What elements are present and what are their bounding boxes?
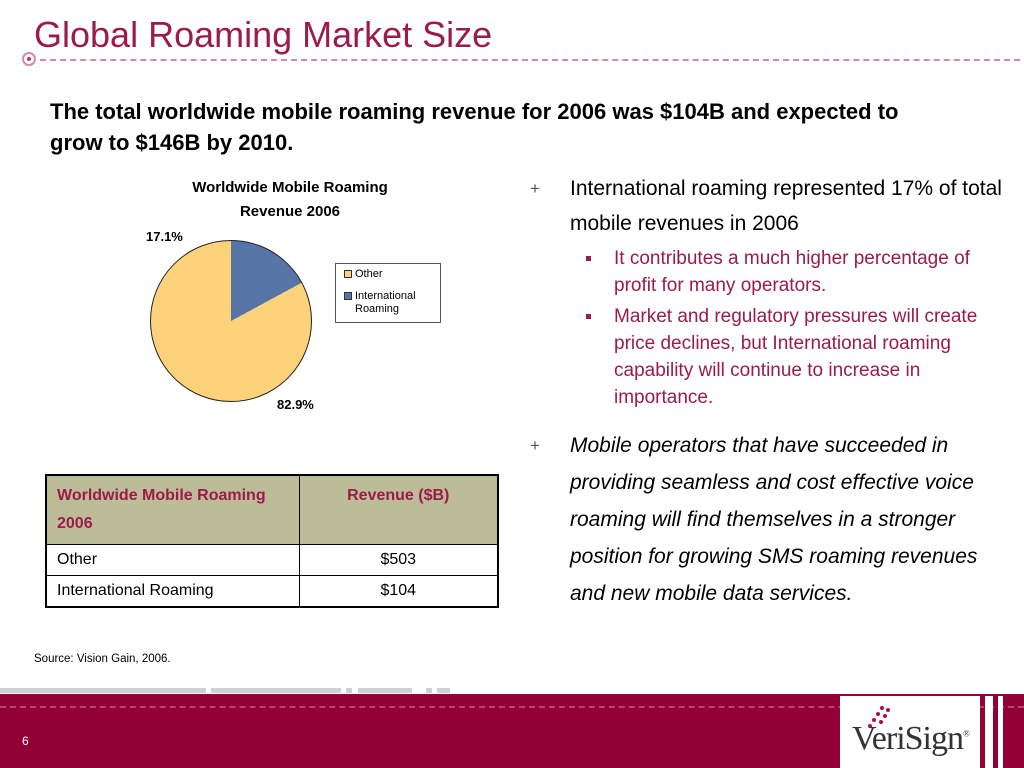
- legend-label-international: International Roaming: [355, 290, 416, 315]
- table-cell: International Roaming: [45, 575, 300, 608]
- bullet-item: + Mobile operators that have succeeded i…: [530, 427, 1010, 612]
- decorative-stripe: [0, 688, 206, 693]
- footer-bar: 6 VeriSign®: [0, 694, 1024, 768]
- verisign-logo: VeriSign®: [840, 696, 980, 768]
- square-bullet-icon: [586, 256, 591, 261]
- legend-item-international: International Roaming: [344, 290, 432, 316]
- decorative-stripe: [346, 688, 352, 693]
- table-header-cell: Revenue ($B): [298, 474, 499, 545]
- table-cell: $104: [298, 575, 499, 608]
- pie-label-international: 17.1%: [146, 229, 183, 244]
- pie-label-other: 82.9%: [277, 397, 314, 412]
- bullet-text: Mobile operators that have succeeded in …: [570, 434, 978, 605]
- decorative-stripe: [211, 688, 341, 693]
- bullet-item: + International roaming represented 17% …: [530, 171, 1010, 241]
- title-divider: [40, 59, 1020, 61]
- decorative-stripe: [426, 688, 432, 693]
- chart-title-line2: Revenue 2006: [239, 203, 341, 220]
- sub-bullet-item: Market and regulatory pressures will cre…: [530, 303, 1010, 411]
- chart-title: Worldwide Mobile Roaming Revenue 2006: [150, 176, 430, 224]
- footer-divider: [0, 706, 1024, 708]
- title-bullet-icon: [22, 52, 36, 66]
- table-row: Other $503: [45, 544, 499, 576]
- table-header-row: Worldwide Mobile Roaming 2006 Revenue ($…: [45, 474, 499, 545]
- decorative-stripe: [437, 688, 450, 693]
- bullet-list: + International roaming represented 17% …: [530, 171, 1010, 612]
- legend-swatch-other: [344, 270, 352, 278]
- pie-chart: [150, 240, 312, 402]
- decorative-stripe: [358, 688, 412, 693]
- sub-bullet-text: Market and regulatory pressures will cre…: [614, 306, 978, 408]
- logo-dots-icon: [868, 706, 892, 728]
- revenue-table: Worldwide Mobile Roaming 2006 Revenue ($…: [45, 474, 499, 608]
- bullet-text: International roaming represented 17% of…: [570, 177, 1002, 235]
- table-header-cell: Worldwide Mobile Roaming 2006: [45, 474, 300, 545]
- chart-legend: Other International Roaming: [335, 263, 441, 323]
- table-cell: $503: [298, 544, 499, 576]
- chart-title-line1: Worldwide Mobile Roaming: [192, 179, 388, 196]
- page-number: 6: [22, 734, 29, 748]
- legend-swatch-international: [344, 292, 352, 300]
- plus-bullet-icon: +: [530, 179, 540, 198]
- legend-label-other: Other: [355, 268, 383, 280]
- legend-item-other: Other: [344, 268, 432, 281]
- table-cell: Other: [45, 544, 300, 576]
- logo-side-strip: [998, 696, 1003, 768]
- plus-bullet-icon: +: [530, 436, 540, 455]
- sub-bullet-item: It contributes a much higher percentage …: [530, 245, 1010, 299]
- source-note: Source: Vision Gain, 2006.: [34, 653, 171, 665]
- logo-wordmark: VeriSign®: [852, 720, 970, 757]
- sub-bullet-text: It contributes a much higher percentage …: [614, 248, 970, 296]
- slide-title: Global Roaming Market Size: [34, 14, 493, 55]
- logo-side-strip: [985, 696, 993, 768]
- square-bullet-icon: [586, 314, 591, 319]
- table-row: International Roaming $104: [45, 575, 499, 608]
- headline: The total worldwide mobile roaming reven…: [50, 99, 899, 155]
